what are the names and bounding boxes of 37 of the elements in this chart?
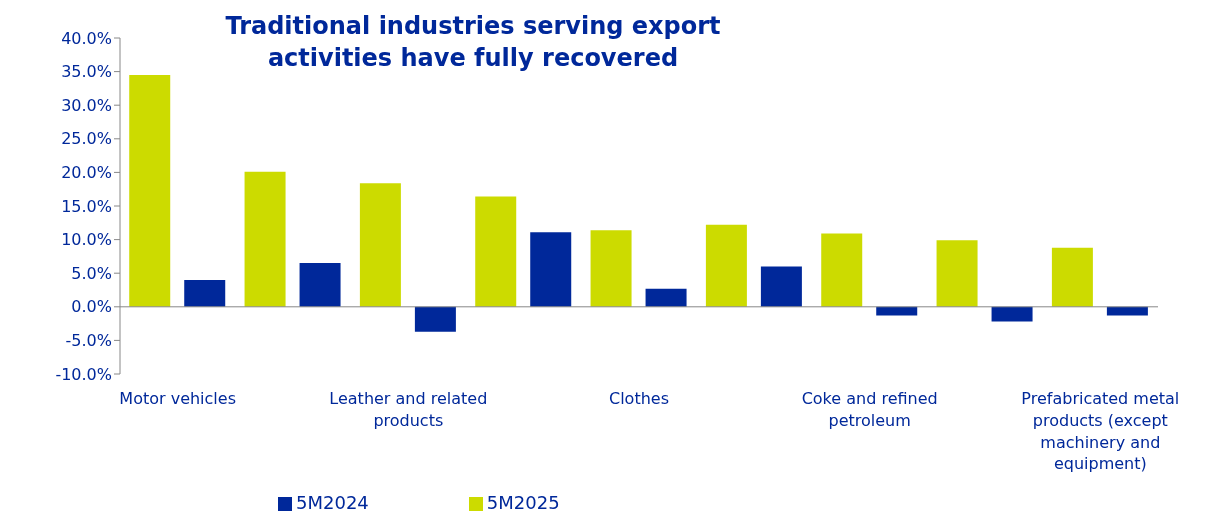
bar — [129, 74, 171, 307]
y-tick-label: 25.0% — [61, 129, 112, 149]
y-tick-label: 20.0% — [61, 163, 112, 183]
bar — [590, 230, 632, 307]
bar — [1106, 306, 1148, 316]
legend-label: 5M2024 — [296, 492, 369, 513]
x-tick-label: Motor vehicles — [119, 389, 236, 409]
bar — [359, 183, 401, 307]
bar — [645, 288, 687, 307]
bar — [1051, 247, 1093, 307]
bar — [936, 240, 978, 307]
bar — [876, 306, 918, 316]
y-tick-label: 15.0% — [61, 196, 112, 216]
y-tick-label: 5.0% — [71, 263, 112, 283]
bar — [244, 171, 286, 307]
y-tick-label: 30.0% — [61, 95, 112, 115]
y-tick-label: -10.0% — [55, 364, 112, 384]
x-tick-label: Clothes — [609, 389, 669, 409]
bar — [414, 306, 456, 332]
x-tick-label: Coke and refined petroleum — [801, 389, 938, 430]
x-tick-label: Prefabricated metal products (except machinery and equipment) — [1021, 389, 1180, 474]
y-tick-label: 0.0% — [71, 297, 112, 317]
bar — [760, 266, 802, 307]
x-tick-label: Leather and related products — [329, 389, 488, 430]
y-tick-label: 35.0% — [61, 62, 112, 82]
bar — [299, 263, 341, 307]
y-tick-label: 10.0% — [61, 230, 112, 250]
y-tick-label: -5.0% — [65, 331, 112, 351]
bar — [705, 224, 747, 307]
bar — [530, 232, 572, 307]
bar — [184, 279, 226, 307]
y-tick-label: 40.0% — [61, 28, 112, 48]
legend-label: 5M2025 — [486, 492, 560, 513]
bar — [991, 306, 1033, 322]
chart-title: Traditional industries serving export activities have fully recovered — [224, 11, 722, 74]
bar — [821, 233, 863, 307]
bar — [475, 196, 517, 307]
